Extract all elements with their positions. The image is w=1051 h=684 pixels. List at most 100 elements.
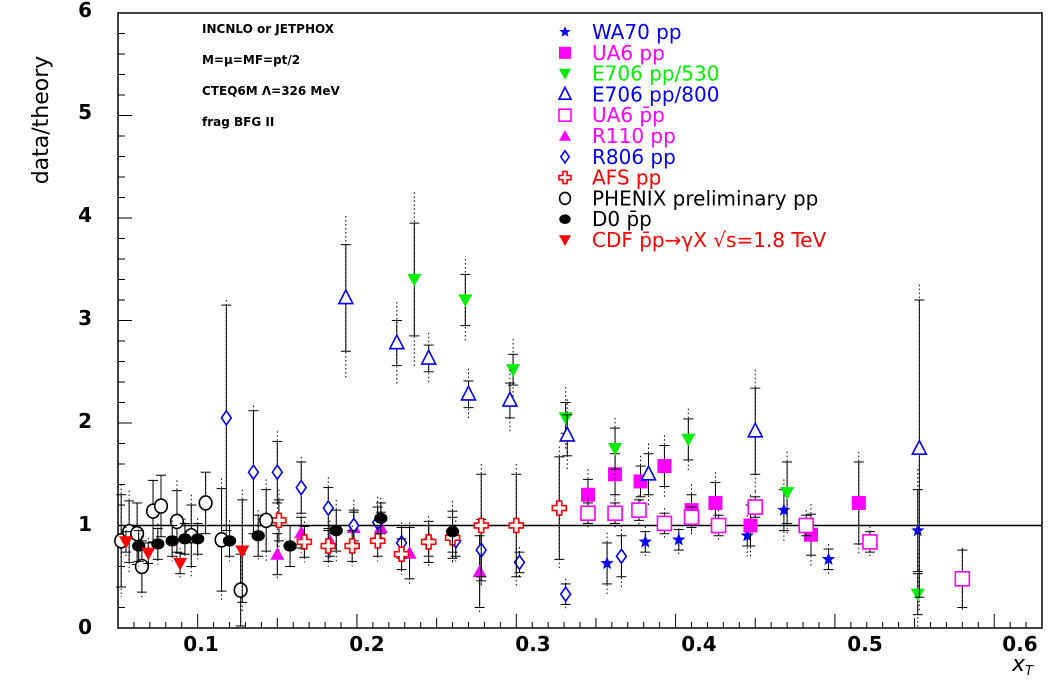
- square-marker: [708, 495, 723, 510]
- x-tick-label: 0.1: [183, 632, 218, 656]
- circle-marker: [374, 512, 388, 524]
- triangle-down-marker: [608, 443, 623, 456]
- triangle-down-marker: [558, 412, 573, 425]
- circle-open-marker: [198, 495, 213, 511]
- triangle-down-marker: [780, 487, 795, 500]
- diamond-open-marker: [247, 463, 260, 481]
- legend-label: D0 p̄p: [592, 207, 652, 231]
- triangle-marker: [472, 564, 487, 578]
- triangle-down-marker: [173, 557, 188, 571]
- triangle-open-marker: [558, 425, 576, 442]
- circle-marker: [222, 535, 237, 547]
- series-group: [580, 491, 971, 610]
- y-tick-label: 1: [78, 512, 92, 536]
- annotation-calc: INCNLO or JETPHOX: [202, 22, 335, 36]
- series-group: [580, 435, 866, 566]
- legend-label: AFS pp: [592, 166, 661, 190]
- circle-open-marker: [153, 498, 169, 514]
- square-marker: [851, 495, 866, 510]
- series-group: [337, 215, 928, 613]
- star-marker: [911, 523, 925, 537]
- cross-open-marker: [320, 538, 337, 554]
- diamond-open-marker: [559, 585, 572, 603]
- annotations: INCNLO or JETPHOX M=μ=MF=pt/2 CTEQ6M Λ=3…: [202, 22, 341, 129]
- series-group: [271, 446, 568, 587]
- diamond-open-marker: [347, 517, 360, 534]
- triangle-open-marker: [420, 348, 437, 365]
- triangle-down-marker: [407, 273, 422, 287]
- series-group: [407, 192, 925, 628]
- diamond-open-marker: [322, 499, 335, 517]
- triangle-down-marker: [141, 547, 156, 561]
- x-tick-label: 0.6: [1002, 632, 1037, 656]
- triangle-down-marker: [235, 545, 250, 559]
- x-axis-label: xT: [1011, 652, 1034, 679]
- circle-marker: [191, 533, 205, 545]
- series-group: [132, 497, 460, 567]
- diamond-open-marker: [559, 149, 571, 165]
- data-layer: [114, 192, 971, 628]
- annotation-frag: frag BFG II: [202, 115, 274, 129]
- triangle-down-marker: [458, 294, 473, 307]
- triangle-open-marker: [388, 333, 406, 350]
- square-open-marker: [580, 505, 596, 522]
- triangle-down-marker: [506, 364, 521, 377]
- circle-marker: [251, 530, 265, 542]
- square-marker: [657, 459, 672, 474]
- x-tick-label: 0.3: [515, 632, 550, 656]
- triangle-down-marker: [681, 433, 696, 447]
- square-open-marker: [607, 505, 623, 522]
- legend-label: R110 pp: [592, 124, 676, 148]
- triangle-open-marker: [911, 438, 928, 456]
- plot-frame: [117, 12, 1043, 629]
- y-tick-label: 5: [78, 100, 92, 124]
- diamond-open-marker: [220, 409, 233, 427]
- square-open-marker: [747, 499, 764, 515]
- triangle-open-marker: [640, 464, 657, 481]
- triangle-open-marker: [337, 288, 355, 305]
- y-axis-label: data/theory: [29, 56, 54, 185]
- square-open-marker: [954, 570, 971, 587]
- y-axis-title: data/theory: [29, 56, 54, 185]
- cross-open-marker: [558, 170, 572, 185]
- series-group: [220, 300, 628, 610]
- y-tick-label: 0: [78, 615, 92, 639]
- star-marker: [777, 503, 791, 516]
- circle-marker: [283, 540, 297, 552]
- triangle-marker: [270, 547, 285, 560]
- triangle-down-marker: [910, 588, 925, 602]
- diamond-open-marker: [271, 463, 284, 481]
- triangle-marker: [559, 130, 571, 141]
- circle-open-marker: [558, 191, 572, 206]
- legend-label: E706 pp/530: [592, 62, 719, 86]
- star-marker: [600, 556, 614, 570]
- legend-label: PHENIX preliminary pp: [592, 186, 818, 210]
- square-open-marker: [798, 517, 815, 534]
- x-tick-labels: 0.1 0.2 0.3 0.4 0.5 0.6: [183, 632, 1037, 656]
- annotation-pdf: CTEQ6M Λ=326 MeV: [202, 84, 341, 98]
- triangle-open-marker: [460, 384, 477, 401]
- star-marker: [821, 552, 836, 565]
- triangle-down-marker: [559, 68, 571, 80]
- series-group: [118, 489, 250, 613]
- triangle-down-marker: [118, 536, 133, 549]
- y-tick-label: 6: [78, 0, 92, 22]
- square-marker: [559, 46, 571, 59]
- cross-open-marker: [369, 533, 386, 549]
- square-marker: [580, 487, 595, 502]
- legend-label: WA70 pp: [592, 20, 682, 44]
- cross-open-marker: [393, 546, 410, 563]
- circle-open-marker: [130, 525, 145, 542]
- legend-label: R806 pp: [592, 145, 676, 169]
- legend-label: UA6 p̄p: [592, 103, 665, 127]
- x-tick-label: 0.5: [847, 632, 882, 656]
- legend-label: CDF p̄p→γX √s=1.8 TeV: [592, 228, 826, 252]
- triangle-down-marker: [559, 235, 571, 246]
- cross-open-marker: [296, 534, 313, 550]
- triangle-open-marker: [501, 390, 519, 407]
- square-open-marker: [862, 534, 878, 550]
- annotation-scales: M=μ=MF=pt/2: [202, 53, 300, 67]
- circle-marker: [151, 538, 165, 550]
